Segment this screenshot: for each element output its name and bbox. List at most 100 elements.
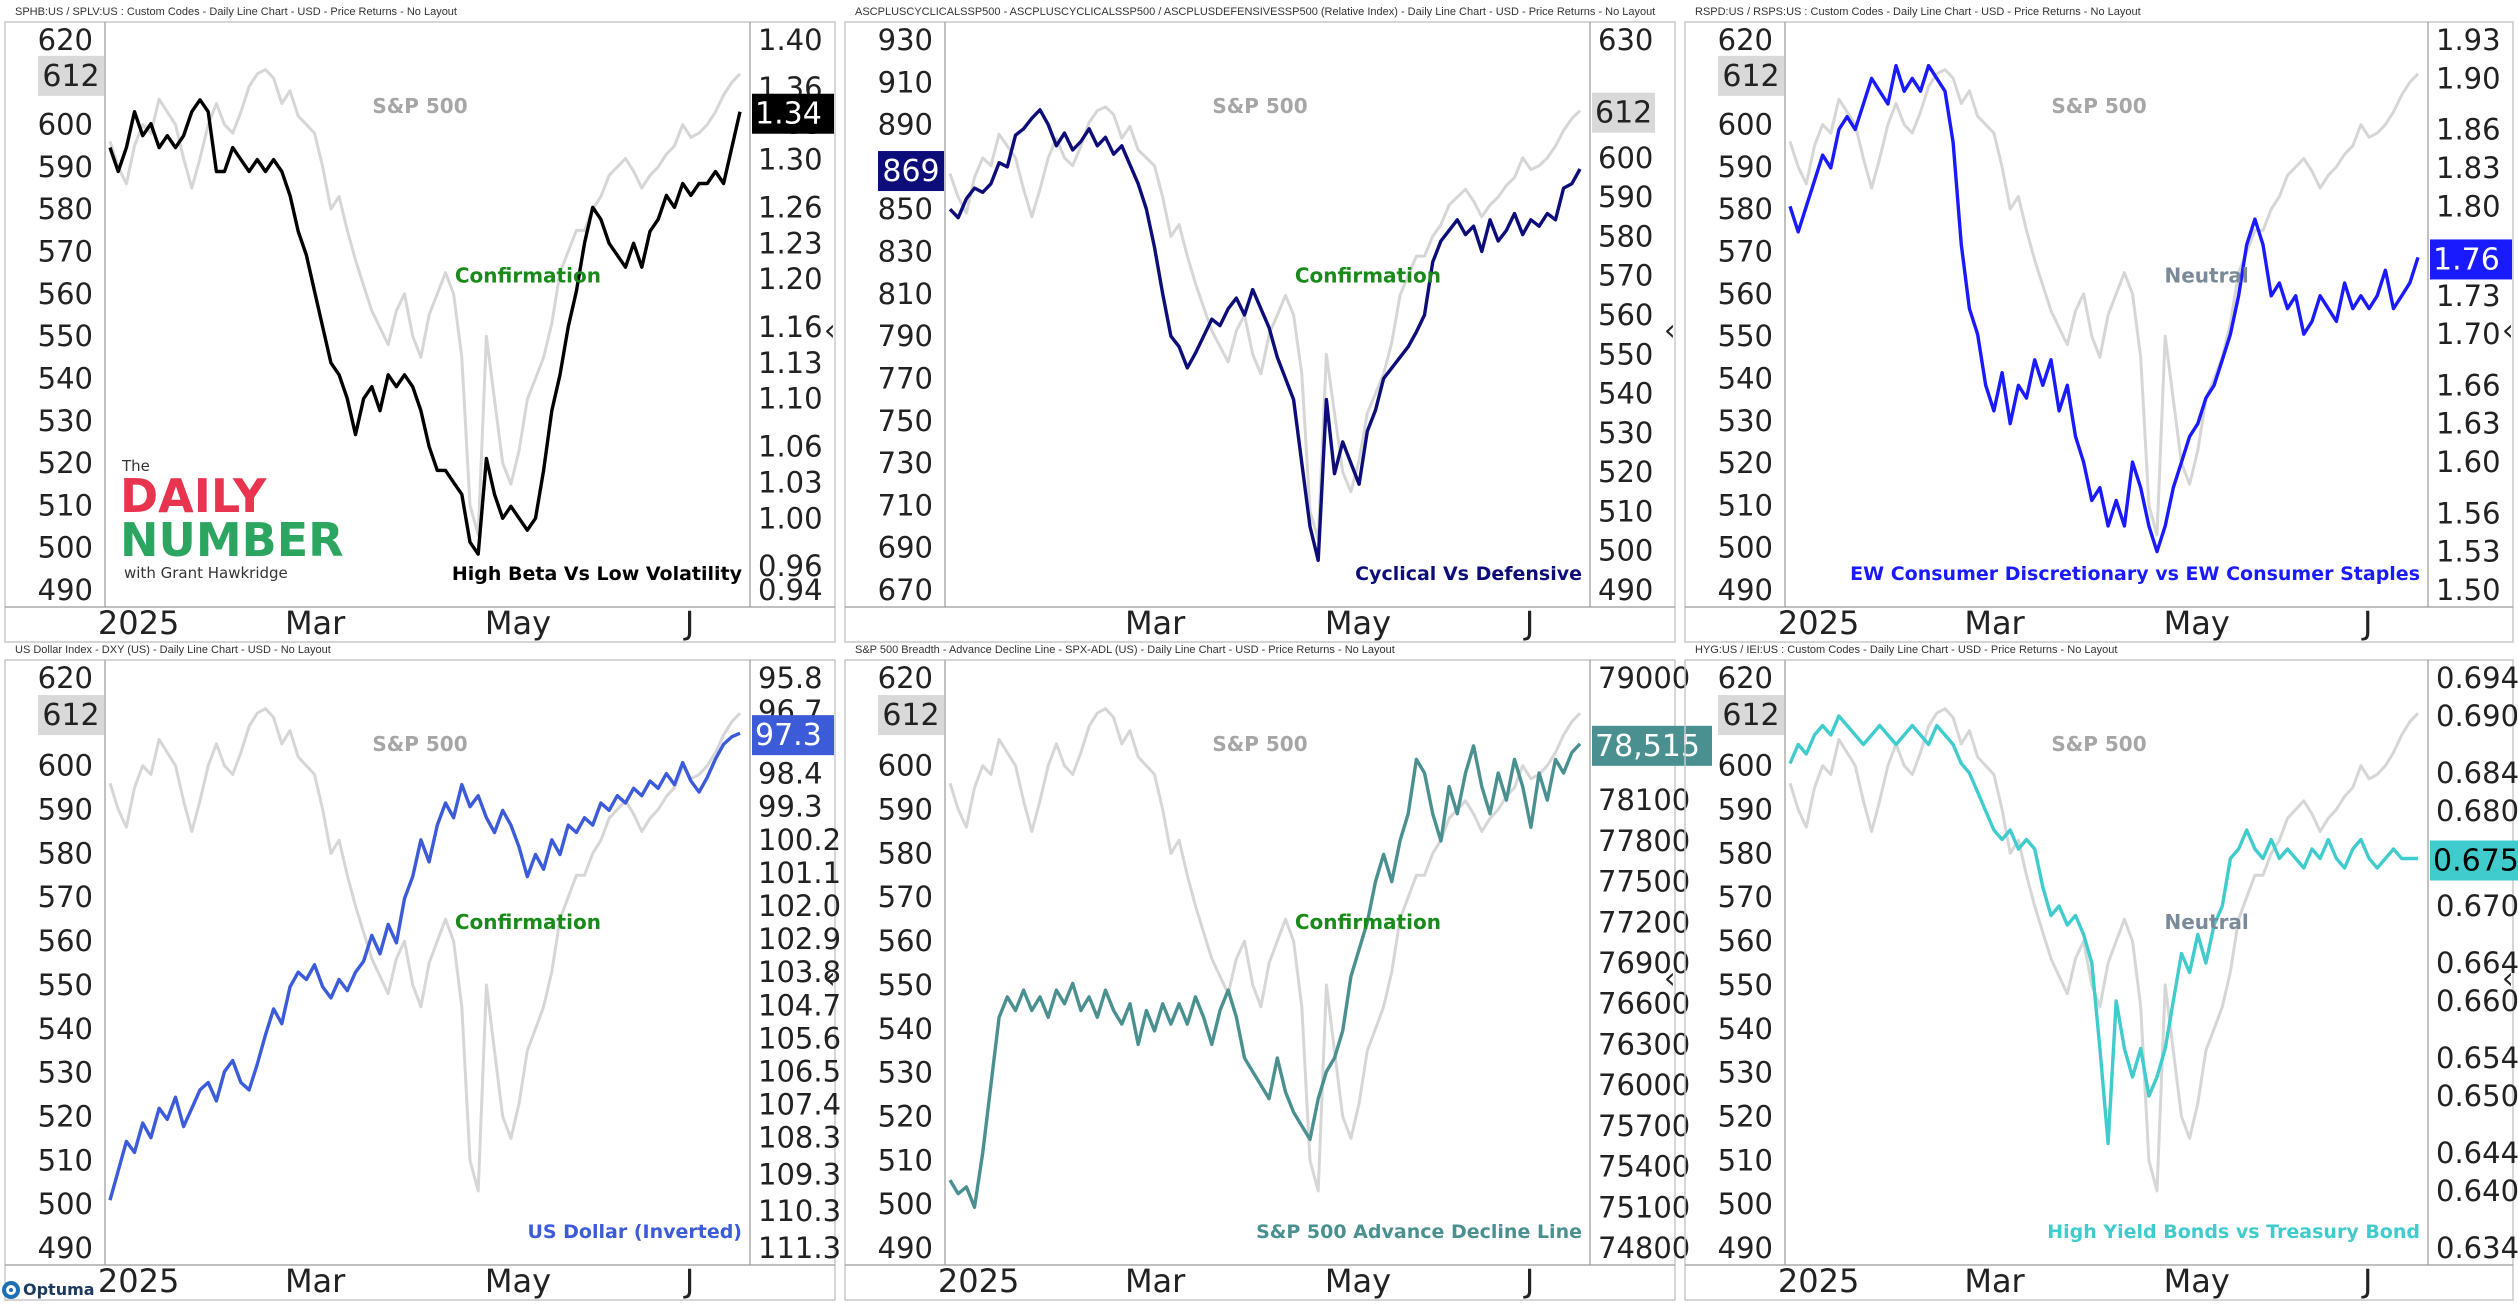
left-tick-label: 540	[1718, 361, 1773, 395]
x-tick-label: 2025	[98, 1262, 179, 1300]
right-tick-label: 0.94	[758, 573, 823, 607]
left-tick-label: 600	[38, 108, 93, 142]
right-tick-label: 104.7	[758, 988, 841, 1022]
x-tick-label: 2025	[1778, 1262, 1859, 1300]
collapse-chevron-icon[interactable]: ‹	[1664, 961, 1676, 995]
spx-series-line	[1788, 707, 2420, 1193]
x-tick-label: May	[485, 1262, 551, 1300]
right-tick-label: 1.60	[2436, 445, 2501, 479]
collapse-chevron-icon[interactable]: ‹	[824, 961, 836, 995]
left-tick-label: 530	[1718, 404, 1773, 438]
right-tick-label: 1.20	[758, 262, 823, 296]
spx-label: S&P 500	[1212, 732, 1307, 756]
left-tick-label: 930	[878, 23, 933, 57]
panel-frame	[1684, 21, 2514, 643]
right-tick-label: 1.80	[2436, 189, 2501, 223]
right-tick-label: 99.3	[758, 790, 823, 824]
spx-series-line	[108, 68, 742, 537]
right-tick-label: 0.660	[2436, 984, 2518, 1018]
right-tick-label: 600	[1598, 141, 1653, 175]
right-tick-label: 0.654	[2436, 1041, 2518, 1075]
spx-series-line	[948, 707, 1582, 1193]
left-tick-label: 580	[878, 836, 933, 870]
left-tick-label: 890	[878, 108, 933, 142]
left-tick-label: 530	[38, 1056, 93, 1090]
left-tick-label: 590	[1718, 793, 1773, 827]
left-tick-label: 600	[1718, 108, 1773, 142]
optuma-icon	[2, 1280, 20, 1299]
right-last-value: 0.675	[2433, 844, 2518, 879]
right-tick-label: 0.694	[2436, 661, 2518, 695]
left-tick-label: 490	[1718, 1231, 1773, 1265]
right-tick-label: 100.2	[758, 823, 841, 857]
left-last-value-badge	[878, 695, 944, 736]
spx-series-line	[108, 707, 742, 1193]
right-tick-label: 1.06	[758, 430, 823, 464]
right-tick-label: 1.90	[2436, 61, 2501, 95]
right-tick-label: 0.670	[2436, 889, 2518, 923]
spx-series-line	[1788, 68, 2420, 537]
left-tick-label: 620	[1718, 23, 1773, 57]
right-tick-label: 510	[1598, 494, 1653, 528]
collapse-chevron-icon[interactable]: ‹	[824, 313, 836, 347]
right-tick-label: 77500	[1598, 865, 1690, 899]
collapse-chevron-icon[interactable]: ‹	[1664, 313, 1676, 347]
left-tick-label: 500	[878, 1187, 933, 1221]
right-tick-label: 76000	[1598, 1068, 1690, 1102]
right-last-value-badge	[1592, 92, 1655, 133]
spx-label: S&P 500	[372, 732, 467, 756]
right-tick-label: 1.56	[2436, 496, 2501, 530]
x-tick-label: Mar	[1125, 604, 1186, 642]
right-tick-label: 590	[1598, 180, 1653, 214]
spx-label: S&P 500	[2051, 94, 2146, 118]
chart-panel-2: ASCPLUSCYCLICALSSP500 - ASCPLUSCYCLICALS…	[844, 6, 1676, 643]
right-tick-label: 520	[1598, 455, 1653, 489]
right-tick-label: 1.03	[758, 465, 823, 499]
left-tick-label: 910	[878, 65, 933, 99]
left-tick-label: 500	[1718, 531, 1773, 565]
x-tick-label: Mar	[285, 604, 346, 642]
left-last-value: 612	[1722, 59, 1779, 94]
collapse-chevron-icon[interactable]: ‹	[2502, 961, 2514, 995]
left-tick-label: 550	[38, 968, 93, 1002]
logo-word-number: NUMBER	[120, 513, 344, 567]
left-tick-label: 510	[1718, 488, 1773, 522]
left-tick-label: 520	[38, 446, 93, 480]
right-last-value-badge	[2430, 239, 2512, 280]
left-tick-label: 540	[38, 1012, 93, 1046]
optuma-logo: Optuma	[2, 1280, 95, 1299]
spx-label: S&P 500	[2051, 732, 2146, 756]
right-tick-label: 1.30	[758, 143, 823, 177]
right-tick-label: 0.634	[2436, 1231, 2518, 1265]
right-tick-label: 570	[1598, 259, 1653, 293]
left-tick-label: 530	[1718, 1056, 1773, 1090]
right-tick-label: 107.4	[758, 1088, 841, 1122]
right-tick-label: 76900	[1598, 946, 1690, 980]
ratio-series-line	[108, 731, 741, 1201]
right-tick-label: 580	[1598, 219, 1653, 253]
chart-panel-5: S&P 500 Breadth - Advance Decline Line -…	[844, 644, 1712, 1301]
ratio-series-line	[1788, 714, 2418, 1146]
left-tick-label: 570	[38, 235, 93, 269]
collapse-chevron-icon[interactable]: ‹	[2502, 313, 2514, 347]
left-tick-label: 500	[1718, 1187, 1773, 1221]
ratio-series-line	[948, 742, 1582, 1210]
x-tick-label: J	[2361, 604, 2372, 642]
right-tick-label: 0.644	[2436, 1136, 2518, 1170]
series-name-label: EW Consumer Discretionary vs EW Consumer…	[1850, 563, 2420, 585]
x-tick-label: Mar	[1125, 1262, 1186, 1300]
right-tick-label: 109.3	[758, 1157, 841, 1191]
right-tick-label: 75100	[1598, 1190, 1690, 1224]
series-name-label: S&P 500 Advance Decline Line	[1256, 1221, 1582, 1243]
right-last-value: 1.76	[2433, 242, 2500, 277]
left-last-value: 612	[882, 698, 939, 733]
left-last-value-badge	[1718, 695, 1784, 736]
left-tick-label: 570	[1718, 235, 1773, 269]
left-tick-label: 710	[878, 488, 933, 522]
left-tick-label: 560	[1718, 924, 1773, 958]
right-tick-label: 0.684	[2436, 756, 2518, 790]
optuma-brand: Optuma	[23, 1280, 95, 1299]
right-tick-label: 102.9	[758, 922, 841, 956]
left-tick-label: 670	[878, 573, 933, 607]
